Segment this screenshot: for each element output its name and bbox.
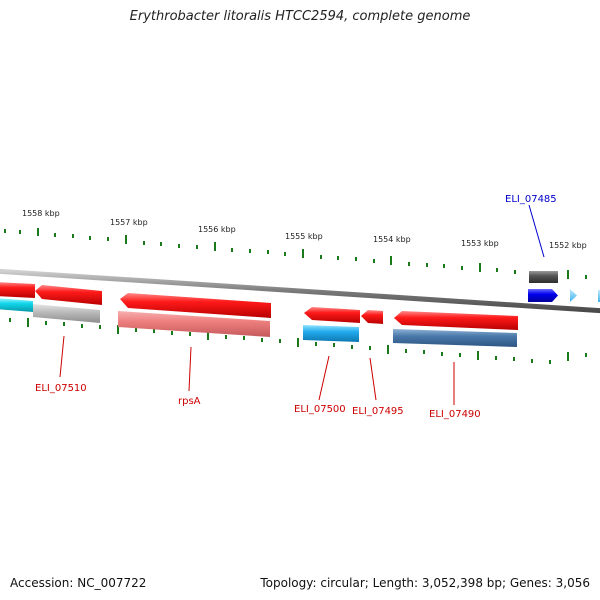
gene-blue-arrow[interactable]: [528, 289, 558, 302]
gene-edge-feature[interactable]: [598, 290, 600, 302]
scale-label: 1558 kbp: [22, 209, 60, 218]
gene-arrow-ELI_07500[interactable]: [304, 307, 360, 323]
outer-ticks: [4, 228, 587, 279]
scale-label: 1557 kbp: [110, 218, 148, 227]
scale-label: 1553 kbp: [461, 239, 499, 248]
cog-bar-cyan[interactable]: [303, 325, 359, 342]
topology-text: Topology: circular; Length: 3,052,398 bp…: [260, 576, 590, 590]
scale-label: 1556 kbp: [198, 225, 236, 234]
gene-arrow-left-edge[interactable]: [0, 282, 35, 298]
gene-arrow-ELI_07495[interactable]: [361, 310, 383, 324]
gene-arrow-ELI_07510[interactable]: [35, 285, 102, 305]
scale-label: 1555 kbp: [285, 232, 323, 241]
leader-rpsA: [188, 346, 192, 392]
leader-ELI_07485: [528, 204, 545, 258]
inner-ticks: [9, 318, 587, 364]
reverse-genes: [0, 282, 518, 330]
leader-ELI_07495: [369, 357, 377, 401]
gene-label-ELI_07495[interactable]: ELI_07495: [352, 406, 404, 417]
forward-genes: [528, 271, 600, 302]
scale-labels: 1558 kbp 1557 kbp 1556 kbp 1555 kbp 1554…: [22, 209, 587, 250]
gene-ELI_07485[interactable]: [529, 271, 558, 283]
accession-text: Accession: NC_007722: [10, 576, 147, 590]
gene-label-ELI_07500[interactable]: ELI_07500: [294, 404, 346, 415]
gene-small-arrow[interactable]: [570, 289, 577, 302]
scale-label: 1552 kbp: [549, 241, 587, 250]
gene-label-ELI_07490[interactable]: ELI_07490: [429, 409, 481, 420]
gene-arrow-rpsA[interactable]: [120, 293, 271, 318]
cog-bar-teal[interactable]: [0, 298, 33, 312]
genome-backbone: [0, 268, 600, 314]
gene-arrow-ELI_07490[interactable]: [394, 311, 518, 330]
cog-bar-pink[interactable]: [118, 311, 270, 337]
cog-bar-steel[interactable]: [393, 329, 517, 347]
scale-label: 1554 kbp: [373, 235, 411, 244]
gene-labels: ELI_07485 ELI_07510 rpsA ELI_07500 ELI_0…: [35, 194, 557, 420]
leader-ELI_07510: [59, 335, 65, 378]
leader-lines: [59, 204, 545, 405]
gene-label-ELI_07485[interactable]: ELI_07485: [505, 194, 557, 205]
cog-bar-gray[interactable]: [33, 304, 100, 323]
leader-ELI_07500: [318, 355, 330, 401]
gene-label-rpsA[interactable]: rpsA: [178, 396, 201, 407]
genome-title: Erythrobacter litoralis HTCC2594, comple…: [129, 9, 471, 24]
gene-label-ELI_07510[interactable]: ELI_07510: [35, 383, 87, 394]
annotation-bars: [0, 298, 517, 347]
